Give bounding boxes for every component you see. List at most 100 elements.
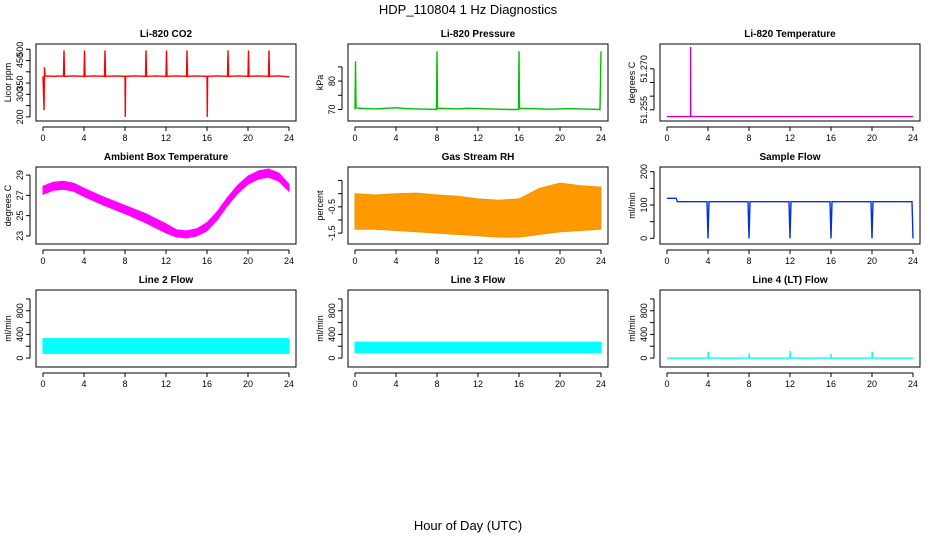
chart-9-frame <box>659 289 921 368</box>
chart-2-ytick-label: 80 <box>327 76 337 86</box>
chart-4-band <box>42 168 290 239</box>
chart-1-ytick-label: 300 <box>15 87 25 102</box>
chart-1-xtick-label: 8 <box>122 133 127 143</box>
chart-2-xtick-label: 8 <box>434 133 439 143</box>
chart-2-xtick-label: 0 <box>352 133 357 143</box>
chart-2-series-line <box>354 51 602 111</box>
chart-7-xtick-label: 20 <box>243 379 253 389</box>
chart-6-ytick-label: 200 <box>639 164 649 179</box>
chart-2-xtick-label: 12 <box>473 133 483 143</box>
chart-4-ylabel: degrees C <box>3 184 13 226</box>
chart-2-xtick-label: 24 <box>596 133 606 143</box>
chart-1-ylabel: Licor ppm <box>3 63 13 103</box>
chart-6-ytick-label: 100 <box>639 197 649 212</box>
chart-2-xtick-label: 4 <box>393 133 398 143</box>
chart-8-ytick-label: 0 <box>327 356 337 361</box>
chart-9-series-line <box>667 350 913 359</box>
chart-3-xtick-label: 8 <box>746 133 751 143</box>
chart-4-ytick-label: 25 <box>15 211 25 221</box>
chart-1-ytick-label: 200 <box>15 109 25 124</box>
chart-6-ytick-label: 0 <box>639 236 649 241</box>
chart-9-xtick-label: 4 <box>705 379 710 389</box>
chart-5-xtick-label: 16 <box>514 256 524 266</box>
chart-7-xtick-label: 16 <box>202 379 212 389</box>
chart-1-series-line <box>42 50 290 117</box>
chart-4-xtick-label: 8 <box>122 256 127 266</box>
chart-8-xtick-label: 8 <box>434 379 439 389</box>
chart-3-xtick-label: 12 <box>785 133 795 143</box>
chart-1-xtick-label: 4 <box>81 133 86 143</box>
chart-7-xtick-label: 0 <box>40 379 45 389</box>
chart-5-xtick-label: 4 <box>393 256 398 266</box>
chart-9-ylabel: ml/min <box>627 315 637 342</box>
chart-8-xtick-label: 4 <box>393 379 398 389</box>
chart-4-xtick-label: 24 <box>284 256 294 266</box>
chart-2-xtick-label: 20 <box>555 133 565 143</box>
chart-7-xtick-label: 4 <box>81 379 86 389</box>
chart-4-ytick-label: 23 <box>15 231 25 241</box>
chart-3-xtick-label: 20 <box>867 133 877 143</box>
chart-9-ytick-label: 0 <box>639 356 649 361</box>
chart-6-title: Sample Flow <box>759 152 820 163</box>
chart-3-ytick-label: 51.270 <box>639 55 649 83</box>
chart-2-ylabel: kPa <box>315 75 325 91</box>
chart-7-xtick-label: 8 <box>122 379 127 389</box>
chart-4-xtick-label: 0 <box>40 256 45 266</box>
chart-9-xtick-label: 24 <box>908 379 918 389</box>
chart-4-title: Ambient Box Temperature <box>104 152 229 163</box>
chart-5-xtick-label: 20 <box>555 256 565 266</box>
chart-3-xtick-label: 24 <box>908 133 918 143</box>
chart-7-frame <box>35 289 297 368</box>
chart-6-xtick-label: 0 <box>664 256 669 266</box>
chart-3-xtick-label: 0 <box>664 133 669 143</box>
chart-5-xtick-label: 12 <box>473 256 483 266</box>
chart-2-xtick-label: 16 <box>514 133 524 143</box>
chart-9-xtick-label: 20 <box>867 379 877 389</box>
chart-1-xtick-label: 24 <box>284 133 294 143</box>
chart-2-title: Li-820 Pressure <box>441 29 516 40</box>
chart-7-ytick-label: 0 <box>15 356 25 361</box>
chart-6-xtick-label: 24 <box>908 256 918 266</box>
chart-9-xtick-label: 16 <box>826 379 836 389</box>
chart-5-xtick-label: 0 <box>352 256 357 266</box>
chart-1-xtick-label: 0 <box>40 133 45 143</box>
chart-5-ytick-label: -1.5 <box>327 225 337 241</box>
chart-1-frame <box>35 43 297 122</box>
chart-1-ytick-label: 450 <box>15 53 25 68</box>
chart-7-band <box>42 338 290 354</box>
chart-3-xtick-label: 4 <box>705 133 710 143</box>
chart-6-xtick-label: 16 <box>826 256 836 266</box>
chart-4-ytick-label: 27 <box>15 190 25 200</box>
chart-2-frame <box>347 43 609 122</box>
chart-1-xtick-label: 12 <box>161 133 171 143</box>
chart-4-xtick-label: 16 <box>202 256 212 266</box>
chart-7-ylabel: ml/min <box>3 315 13 342</box>
chart-3-xtick-label: 16 <box>826 133 836 143</box>
chart-7-ytick-label: 400 <box>15 327 25 342</box>
chart-8-xtick-label: 24 <box>596 379 606 389</box>
chart-8-ytick-label: 400 <box>327 327 337 342</box>
chart-5-ylabel: percent <box>315 190 325 221</box>
chart-5-ytick-label: -0.5 <box>327 199 337 215</box>
chart-8-ylabel: ml/min <box>315 315 325 342</box>
x-axis-caption: Hour of Day (UTC) <box>413 518 523 533</box>
chart-8-xtick-label: 20 <box>555 379 565 389</box>
chart-7-xtick-label: 24 <box>284 379 294 389</box>
chart-6-xtick-label: 8 <box>746 256 751 266</box>
chart-3-ylabel: degrees C <box>627 61 637 103</box>
chart-8-band <box>354 341 602 354</box>
chart-1-xtick-label: 16 <box>202 133 212 143</box>
chart-8-frame <box>347 289 609 368</box>
chart-5-band-overlay <box>354 182 602 238</box>
chart-9-xtick-label: 0 <box>664 379 669 389</box>
chart-3-frame <box>659 43 921 122</box>
chart-2-ytick-label: 70 <box>327 104 337 114</box>
chart-4-frame <box>35 166 297 245</box>
chart-4-xtick-label: 20 <box>243 256 253 266</box>
chart-5-frame <box>347 166 609 245</box>
chart-4-xtick-label: 4 <box>81 256 86 266</box>
chart-3-ytick-label: 51.255 <box>639 96 649 124</box>
chart-7-ytick-label: 800 <box>15 303 25 318</box>
chart-1-xtick-label: 20 <box>243 133 253 143</box>
